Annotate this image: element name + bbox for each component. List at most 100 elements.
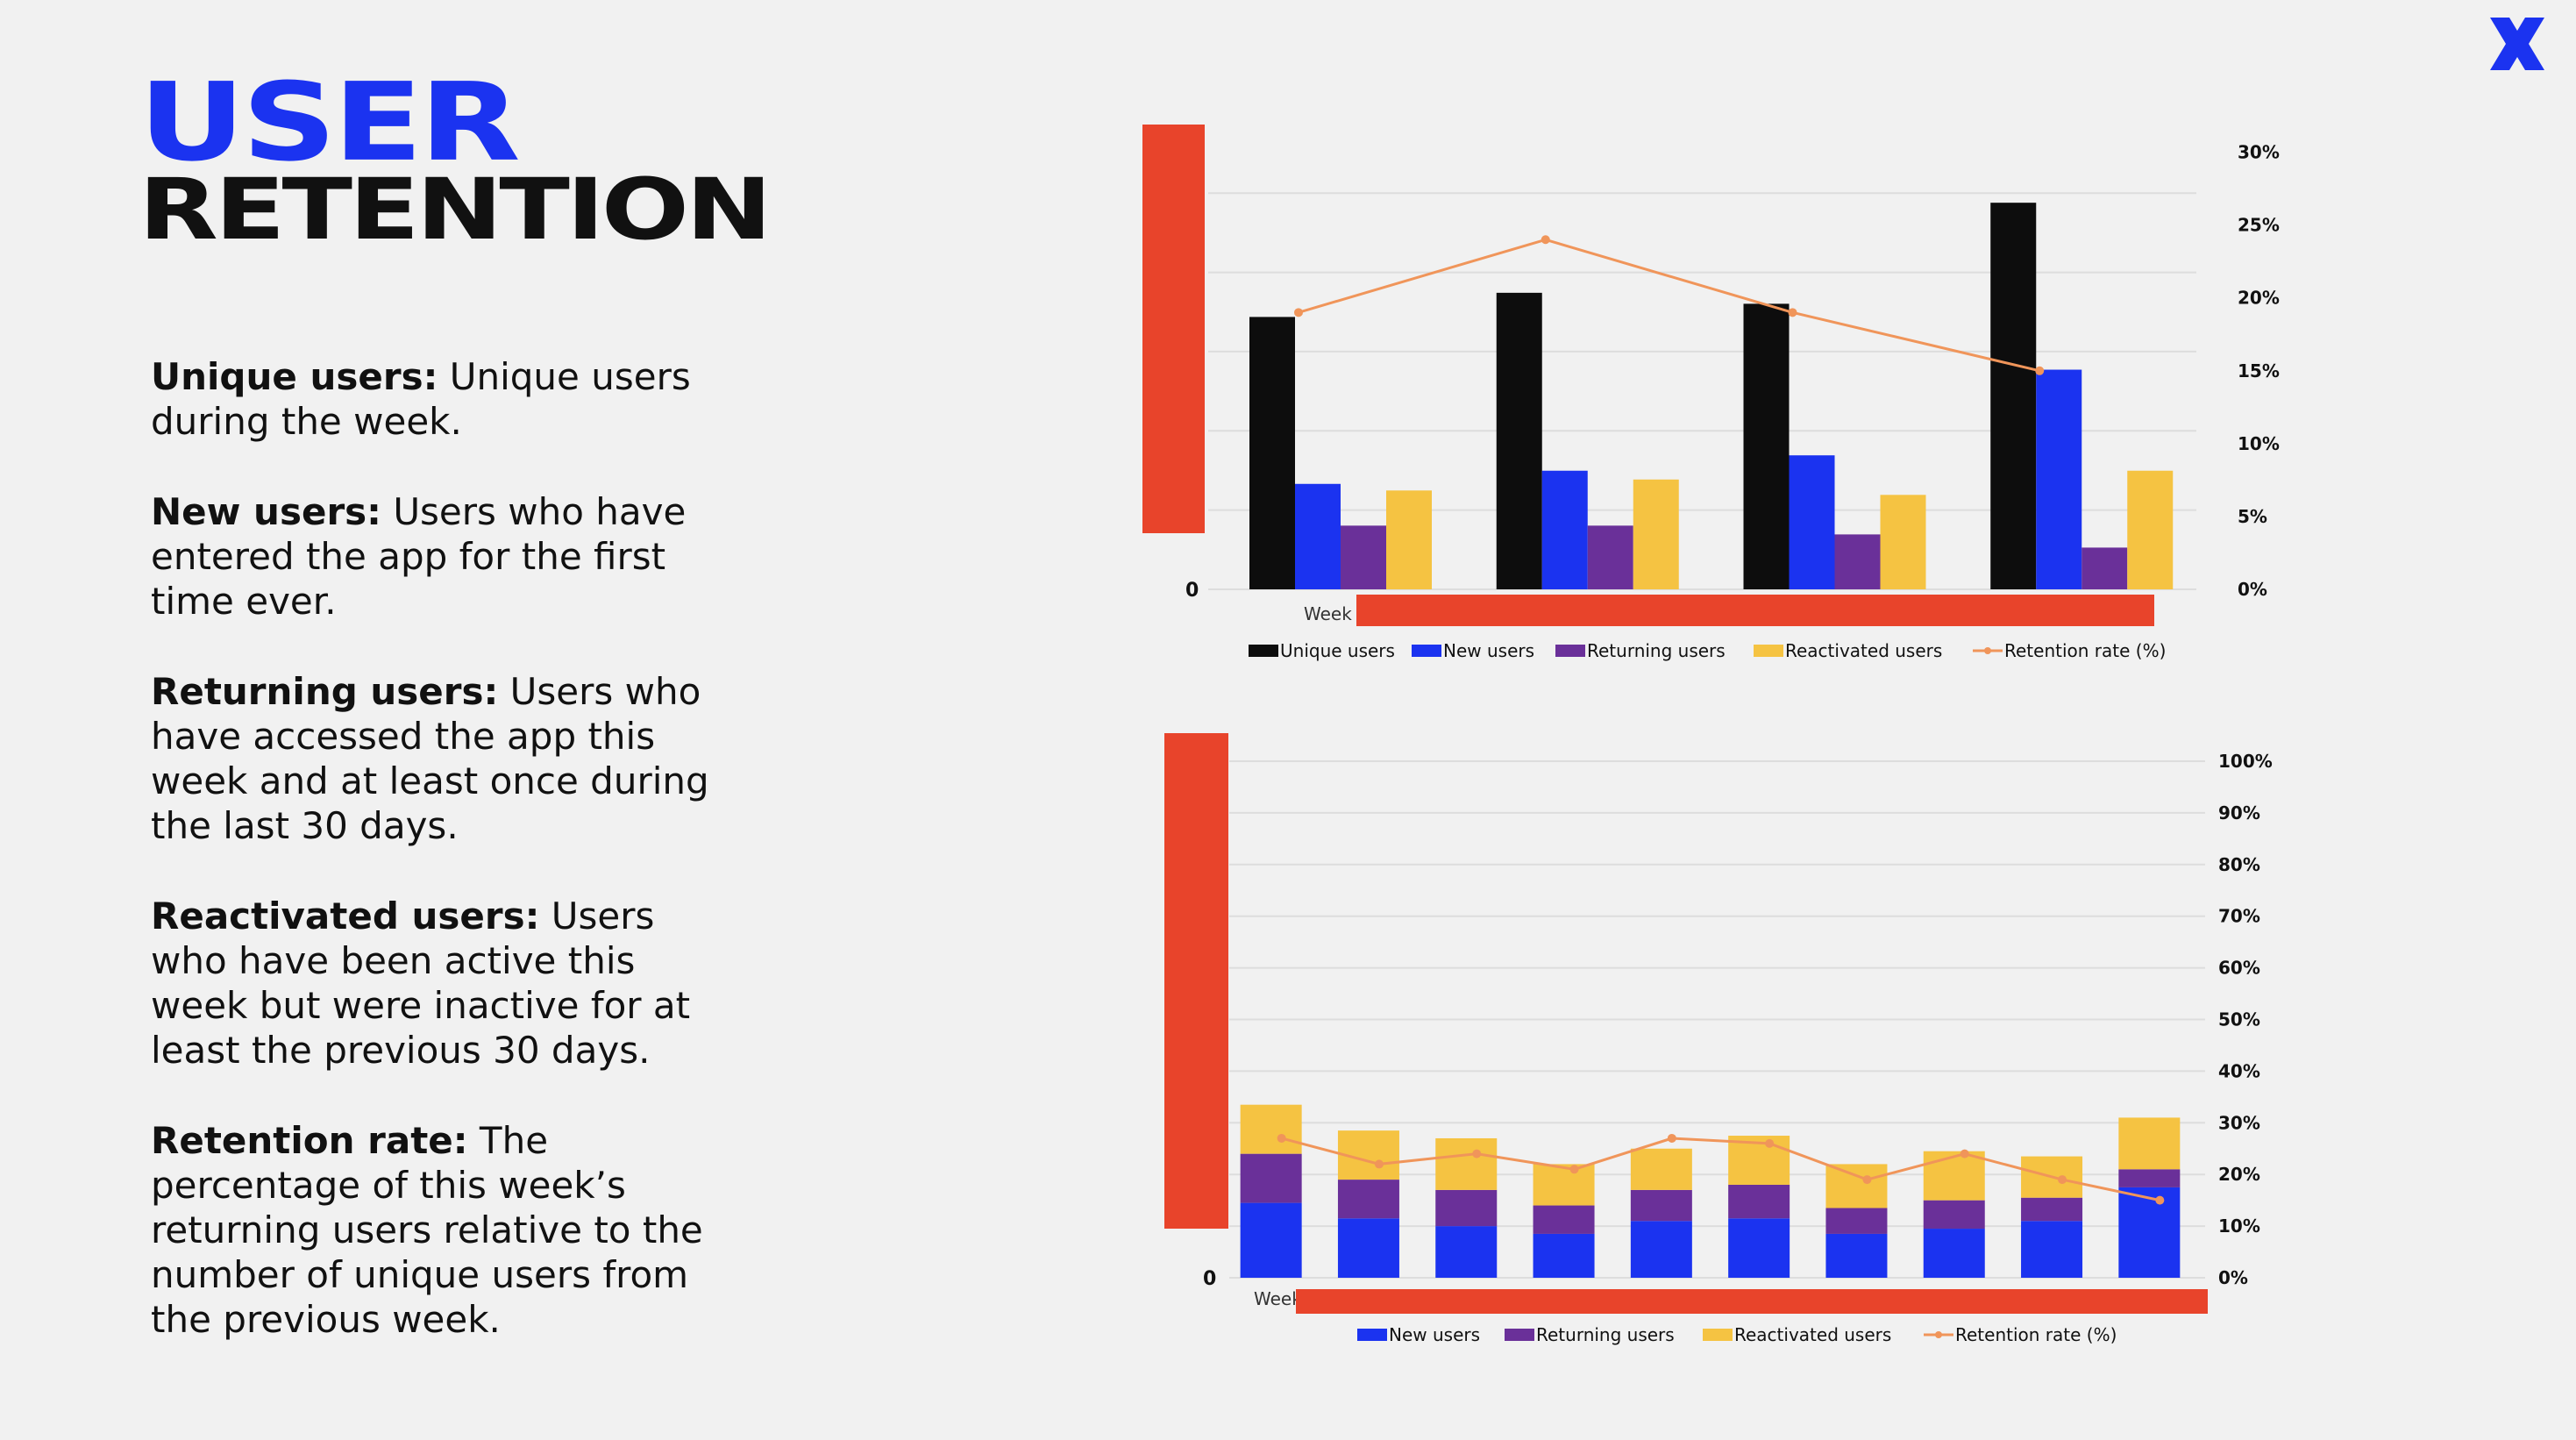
definition-term: New users: (151, 490, 381, 533)
definition-new-users: New users: Users who have entered the ap… (151, 489, 721, 624)
retention-point (1667, 1133, 1676, 1143)
left-axis-zero: 0 (1185, 580, 1199, 602)
stacked-bar-returning (1923, 1200, 1985, 1230)
bar-returning (1834, 534, 1881, 589)
right-axis-tick: 50% (2218, 1009, 2260, 1030)
retention-line (1281, 1137, 2160, 1202)
stacked-bar-new (1923, 1229, 1985, 1278)
legend-label: Returning users (1536, 1324, 1675, 1345)
retention-point (1541, 235, 1550, 245)
left-axis-zero: 0 (1203, 1268, 1216, 1290)
legend-label: Returning users (1587, 640, 1726, 661)
retention-point (1788, 308, 1797, 317)
bar-new (1541, 470, 1588, 589)
right-axis-tick: 30% (2238, 142, 2280, 163)
stacked-bar-reactivated (1923, 1151, 1985, 1201)
stacked-bar-reactivated (1825, 1164, 1888, 1208)
retention-line (1298, 238, 2040, 373)
legend-label: Reactivated users (1785, 640, 1942, 661)
definition-text: The percentage of this week’s returning … (151, 1119, 703, 1341)
right-axis-tick: 90% (2218, 802, 2260, 823)
title-line-2: RETENTION (139, 159, 772, 259)
right-axis-tick: 10% (2218, 1215, 2260, 1237)
bar-reactivated (2127, 470, 2174, 589)
retention-point (1569, 1165, 1579, 1174)
bar-new (1789, 455, 1835, 589)
legend-label: New users (1389, 1324, 1480, 1345)
right-axis-tick: 60% (2218, 958, 2260, 979)
definition-term: Retention rate: (151, 1119, 468, 1162)
stacked-bar-returning (2021, 1197, 2083, 1222)
legend-swatch (1357, 1329, 1387, 1341)
stacked-bar-new (1533, 1233, 1595, 1278)
page-title: USER RETENTION (139, 60, 772, 260)
definition-reactivated-users: Reactivated users: Users who have been a… (151, 894, 721, 1073)
retention-point (2155, 1195, 2165, 1205)
right-axis-tick: 20% (2238, 288, 2280, 309)
stacked-bar-new (2118, 1187, 2181, 1278)
stacked-bar-new (1240, 1202, 1302, 1278)
bar-returning (2081, 547, 2128, 589)
definition-term: Unique users: (151, 355, 438, 398)
right-axis-tick: 20% (2218, 1164, 2260, 1185)
stacked-bar-returning (2118, 1169, 2181, 1187)
legend-swatch-marker (1935, 1331, 1942, 1338)
legend-swatch (1505, 1329, 1534, 1341)
legend-swatch-marker (1984, 647, 1991, 654)
legend-label: Retention rate (%) (2004, 640, 2166, 661)
stacked-bar-returning (1630, 1189, 1692, 1222)
retention-point (1294, 308, 1303, 317)
retention-point (1862, 1175, 1872, 1185)
right-axis-tick: 80% (2218, 854, 2260, 875)
definition-term: Returning users: (151, 670, 499, 713)
legend-swatch (1754, 645, 1783, 657)
right-axis-tick: 5% (2238, 506, 2267, 527)
stacked-bar-returning (1435, 1189, 1498, 1227)
definitions-list: Unique users: Unique users during the we… (151, 354, 721, 1387)
x-axis-label-partial: Week (1254, 1288, 1302, 1309)
definition-returning-users: Returning users: Users who have accessed… (151, 669, 721, 848)
retention-point (1374, 1159, 1384, 1169)
redaction-block-left-axis (1164, 733, 1228, 1229)
retention-point (1472, 1149, 1482, 1158)
redaction-block-left-axis (1142, 125, 1205, 533)
redaction-block-x-axis (1356, 595, 2154, 626)
stacked-bar-reactivated (2118, 1117, 2181, 1170)
retention-point (1960, 1149, 1969, 1158)
definition-text: Users who have been active this week but… (151, 895, 691, 1072)
bar-unique (1743, 303, 1790, 589)
stacked-bar-new (1825, 1233, 1888, 1278)
legend-label: Unique users (1280, 640, 1395, 661)
right-axis-tick: 10% (2238, 433, 2280, 454)
definition-unique-users: Unique users: Unique users during the we… (151, 354, 721, 444)
legend-swatch (1555, 645, 1585, 657)
legend-label: Reactivated users (1734, 1324, 1891, 1345)
bar-unique (1496, 292, 1542, 589)
right-axis-tick: 25% (2238, 215, 2280, 236)
stacked-bar-reactivated (1435, 1137, 1498, 1190)
retention-point (2035, 366, 2045, 375)
stacked-bar-returning (1240, 1153, 1302, 1203)
bar-unique (1990, 203, 2037, 590)
legend-swatch (1249, 645, 1278, 657)
bar-returning (1341, 525, 1386, 589)
right-axis-tick: 0% (2238, 579, 2267, 600)
title-line-1: USER (139, 60, 521, 186)
stacked-bar-returning (1728, 1184, 1790, 1219)
retention-point (1277, 1133, 1286, 1143)
retention-point (2058, 1175, 2067, 1185)
brand-x-icon (2490, 18, 2544, 70)
right-axis-tick: 30% (2218, 1112, 2260, 1133)
bar-reactivated (1633, 479, 1679, 589)
right-axis-tick: 0% (2218, 1267, 2248, 1288)
x-axis-label-partial: Week (1304, 603, 1352, 624)
definition-text: Users who have accessed the app this wee… (151, 670, 709, 847)
right-axis-tick: 70% (2218, 906, 2260, 927)
bar-new (2036, 369, 2082, 589)
stacked-bar-new (1728, 1218, 1790, 1278)
bar-unique (1249, 317, 1295, 589)
redaction-block-x-axis (1296, 1289, 2208, 1314)
right-axis-tick: 100% (2218, 751, 2273, 772)
